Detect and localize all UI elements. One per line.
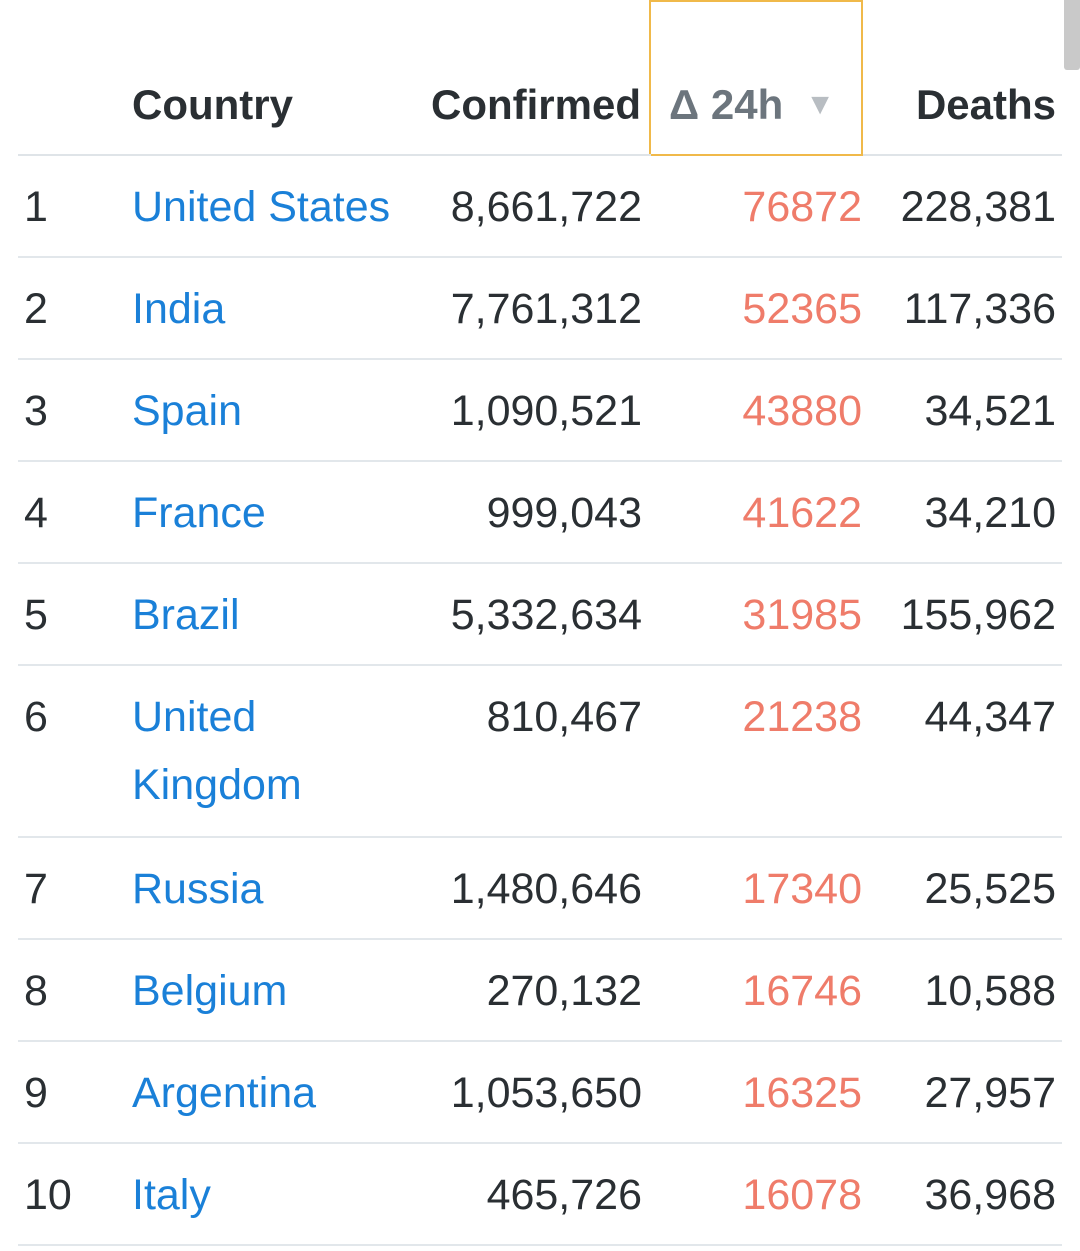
country-link[interactable]: Russia <box>132 865 264 913</box>
deaths-cell: 34,210 <box>862 461 1062 564</box>
rank-cell: 7 <box>18 837 114 940</box>
rank-cell: 4 <box>18 461 114 564</box>
delta-cell: 16325 <box>650 1041 862 1144</box>
confirmed-cell: 1,053,650 <box>410 1041 650 1144</box>
delta-cell: 17340 <box>650 837 862 940</box>
country-link[interactable]: Belgium <box>132 967 288 1015</box>
table-row: 5 Brazil 5,332,634 31985 155,962 <box>18 563 1062 666</box>
country-cell: Russia <box>114 837 410 940</box>
table-header: Country Confirmed Δ 24h ▼ Deaths <box>18 0 1062 156</box>
country-link[interactable]: Spain <box>132 387 242 435</box>
deaths-cell: 155,962 <box>862 563 1062 666</box>
country-link[interactable]: Brazil <box>132 591 240 639</box>
country-link[interactable]: United Kingdom <box>132 693 302 809</box>
rank-cell: 10 <box>18 1143 114 1246</box>
header-rank <box>18 1 114 156</box>
table-row: 10 Italy 465,726 16078 36,968 <box>18 1143 1062 1246</box>
confirmed-cell: 1,480,646 <box>410 837 650 940</box>
confirmed-cell: 1,090,521 <box>410 359 650 462</box>
country-link[interactable]: Argentina <box>132 1069 317 1117</box>
rank-cell: 8 <box>18 939 114 1042</box>
sort-descending-icon: ▼ <box>805 87 835 121</box>
country-cell: United Kingdom <box>114 665 410 838</box>
table-row: 1 United States 8,661,722 76872 228,381 <box>18 155 1062 258</box>
country-cell: Brazil <box>114 563 410 666</box>
country-cell: India <box>114 257 410 360</box>
header-delta-label: Δ 24h <box>669 81 784 128</box>
header-confirmed[interactable]: Confirmed <box>410 1 650 156</box>
country-cell: Italy <box>114 1143 410 1246</box>
delta-cell: 41622 <box>650 461 862 564</box>
countries-table: Country Confirmed Δ 24h ▼ Deaths 1 United … <box>18 0 1062 1246</box>
confirmed-cell: 999,043 <box>410 461 650 564</box>
rank-cell: 6 <box>18 665 114 838</box>
country-cell: United States <box>114 155 410 258</box>
table-row: 9 Argentina 1,053,650 16325 27,957 <box>18 1041 1062 1144</box>
table-row: 6 United Kingdom 810,467 21238 44,347 <box>18 665 1062 838</box>
country-cell: Belgium <box>114 939 410 1042</box>
table-body: 1 United States 8,661,722 76872 228,381 2 Indi… <box>18 155 1062 1246</box>
deaths-cell: 10,588 <box>862 939 1062 1042</box>
header-row: Country Confirmed Δ 24h ▼ Deaths <box>18 0 1062 156</box>
deaths-cell: 27,957 <box>862 1041 1062 1144</box>
country-link[interactable]: France <box>132 489 266 537</box>
rank-cell: 9 <box>18 1041 114 1144</box>
confirmed-cell: 810,467 <box>410 665 650 838</box>
country-link[interactable]: Italy <box>132 1171 211 1219</box>
country-link[interactable]: United States <box>132 183 391 231</box>
header-deaths[interactable]: Deaths <box>862 1 1062 156</box>
delta-cell: 21238 <box>650 665 862 838</box>
delta-cell: 43880 <box>650 359 862 462</box>
delta-cell: 16746 <box>650 939 862 1042</box>
header-country[interactable]: Country <box>114 1 410 156</box>
country-cell: Spain <box>114 359 410 462</box>
table-row: 7 Russia 1,480,646 17340 25,525 <box>18 837 1062 940</box>
deaths-cell: 34,521 <box>862 359 1062 462</box>
rank-cell: 2 <box>18 257 114 360</box>
confirmed-cell: 465,726 <box>410 1143 650 1246</box>
deaths-cell: 117,336 <box>862 257 1062 360</box>
confirmed-cell: 8,661,722 <box>410 155 650 258</box>
header-delta-24h[interactable]: Δ 24h ▼ <box>649 0 863 156</box>
delta-cell: 76872 <box>650 155 862 258</box>
scrollbar-thumb[interactable] <box>1064 0 1080 70</box>
country-link[interactable]: India <box>132 285 226 333</box>
deaths-cell: 228,381 <box>862 155 1062 258</box>
confirmed-cell: 7,761,312 <box>410 257 650 360</box>
country-cell: Argentina <box>114 1041 410 1144</box>
deaths-cell: 44,347 <box>862 665 1062 838</box>
delta-cell: 16078 <box>650 1143 862 1246</box>
deaths-cell: 25,525 <box>862 837 1062 940</box>
rank-cell: 3 <box>18 359 114 462</box>
deaths-cell: 36,968 <box>862 1143 1062 1246</box>
table-row: 4 France 999,043 41622 34,210 <box>18 461 1062 564</box>
table-row: 2 India 7,761,312 52365 117,336 <box>18 257 1062 360</box>
country-cell: France <box>114 461 410 564</box>
rank-cell: 5 <box>18 563 114 666</box>
delta-cell: 52365 <box>650 257 862 360</box>
delta-cell: 31985 <box>650 563 862 666</box>
rank-cell: 1 <box>18 155 114 258</box>
table-row: 3 Spain 1,090,521 43880 34,521 <box>18 359 1062 462</box>
confirmed-cell: 5,332,634 <box>410 563 650 666</box>
table-row: 8 Belgium 270,132 16746 10,588 <box>18 939 1062 1042</box>
confirmed-cell: 270,132 <box>410 939 650 1042</box>
